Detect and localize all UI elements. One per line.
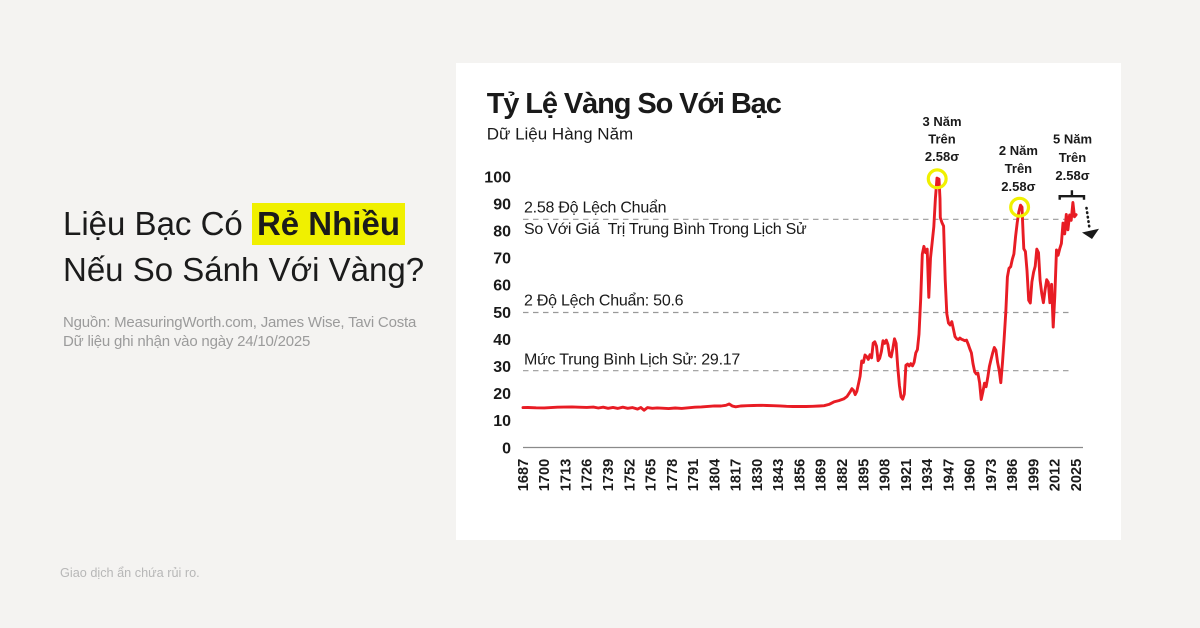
svg-text:3 Năm: 3 Năm: [922, 114, 961, 129]
svg-text:2.58 Độ Lệch Chuẩn: 2.58 Độ Lệch Chuẩn: [524, 198, 666, 216]
svg-text:1817: 1817: [729, 459, 745, 491]
svg-text:70: 70: [493, 251, 511, 268]
svg-text:1778: 1778: [665, 459, 681, 491]
svg-text:1895: 1895: [856, 459, 872, 491]
svg-text:1882: 1882: [835, 459, 851, 491]
svg-text:5 Năm: 5 Năm: [1053, 131, 1092, 146]
svg-text:Tỷ Lệ Vàng So Với Bạc: Tỷ Lệ Vàng So Với Bạc: [487, 88, 782, 120]
svg-text:Dữ Liệu Hàng Năm: Dữ Liệu Hàng Năm: [487, 125, 634, 144]
svg-text:1830: 1830: [750, 459, 766, 491]
svg-text:80: 80: [493, 224, 511, 241]
svg-text:1908: 1908: [878, 459, 894, 491]
svg-text:2.58σ: 2.58σ: [1001, 179, 1035, 194]
svg-text:10: 10: [493, 413, 511, 430]
svg-text:2 Độ Lệch Chuẩn: 50.6: 2 Độ Lệch Chuẩn: 50.6: [524, 292, 684, 310]
svg-text:Trên: Trên: [928, 132, 956, 147]
svg-text:40: 40: [493, 332, 511, 349]
svg-text:1713: 1713: [558, 459, 574, 491]
svg-text:1999: 1999: [1027, 459, 1043, 491]
svg-text:1700: 1700: [537, 459, 553, 491]
svg-text:1986: 1986: [1005, 459, 1021, 491]
svg-text:0: 0: [502, 440, 511, 457]
svg-text:1687: 1687: [516, 459, 532, 491]
svg-text:30: 30: [493, 359, 511, 376]
svg-text:1856: 1856: [793, 459, 809, 491]
svg-text:1791: 1791: [686, 459, 702, 491]
svg-text:1934: 1934: [920, 458, 936, 491]
svg-text:2.58σ: 2.58σ: [1055, 168, 1089, 183]
svg-text:2.58σ: 2.58σ: [925, 149, 959, 164]
svg-text:1973: 1973: [984, 459, 1000, 491]
svg-text:Trên: Trên: [1005, 161, 1033, 176]
svg-text:60: 60: [493, 278, 511, 295]
svg-text:2025: 2025: [1069, 459, 1085, 491]
svg-text:1752: 1752: [622, 459, 638, 491]
svg-text:1947: 1947: [941, 459, 957, 491]
svg-text:Mức Trung Bình Lịch Sử: 29.17: Mức Trung Bình Lịch Sử: 29.17: [524, 351, 740, 368]
svg-text:100: 100: [484, 169, 511, 186]
svg-text:Trên: Trên: [1059, 150, 1087, 165]
svg-text:50: 50: [493, 305, 511, 322]
svg-text:2 Năm: 2 Năm: [999, 143, 1038, 158]
svg-text:1960: 1960: [963, 459, 979, 491]
svg-text:1765: 1765: [644, 459, 660, 491]
svg-text:1921: 1921: [899, 459, 915, 491]
svg-text:20: 20: [493, 386, 511, 403]
svg-text:2012: 2012: [1048, 459, 1064, 491]
svg-text:1726: 1726: [580, 459, 596, 491]
svg-text:So Với Giá Trị Trung Bình Tro: So Với Giá Trị Trung Bình Trong Lịch Sử: [524, 221, 807, 238]
svg-text:1739: 1739: [601, 459, 617, 491]
svg-text:90: 90: [493, 196, 511, 213]
svg-text:1843: 1843: [771, 459, 787, 491]
svg-text:1804: 1804: [707, 458, 723, 491]
svg-text:1869: 1869: [814, 459, 830, 491]
